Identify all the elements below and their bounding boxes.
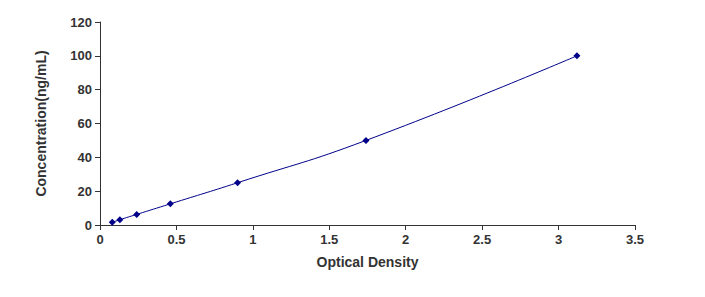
svg-text:120: 120 — [70, 15, 92, 30]
svg-text:0.5: 0.5 — [167, 232, 185, 247]
svg-text:80: 80 — [78, 82, 92, 97]
svg-text:40: 40 — [78, 150, 92, 165]
svg-text:1: 1 — [249, 232, 256, 247]
svg-text:Concentration(ng/mL): Concentration(ng/mL) — [33, 50, 49, 196]
svg-text:2: 2 — [402, 232, 409, 247]
svg-text:2.5: 2.5 — [473, 232, 491, 247]
svg-text:60: 60 — [78, 116, 92, 131]
svg-text:3.5: 3.5 — [626, 232, 644, 247]
svg-text:1.5: 1.5 — [320, 232, 338, 247]
svg-text:100: 100 — [70, 48, 92, 63]
svg-text:0: 0 — [85, 218, 92, 233]
svg-text:Optical Density: Optical Density — [317, 254, 419, 270]
svg-text:20: 20 — [78, 184, 92, 199]
svg-text:0: 0 — [96, 232, 103, 247]
svg-text:3: 3 — [555, 232, 562, 247]
